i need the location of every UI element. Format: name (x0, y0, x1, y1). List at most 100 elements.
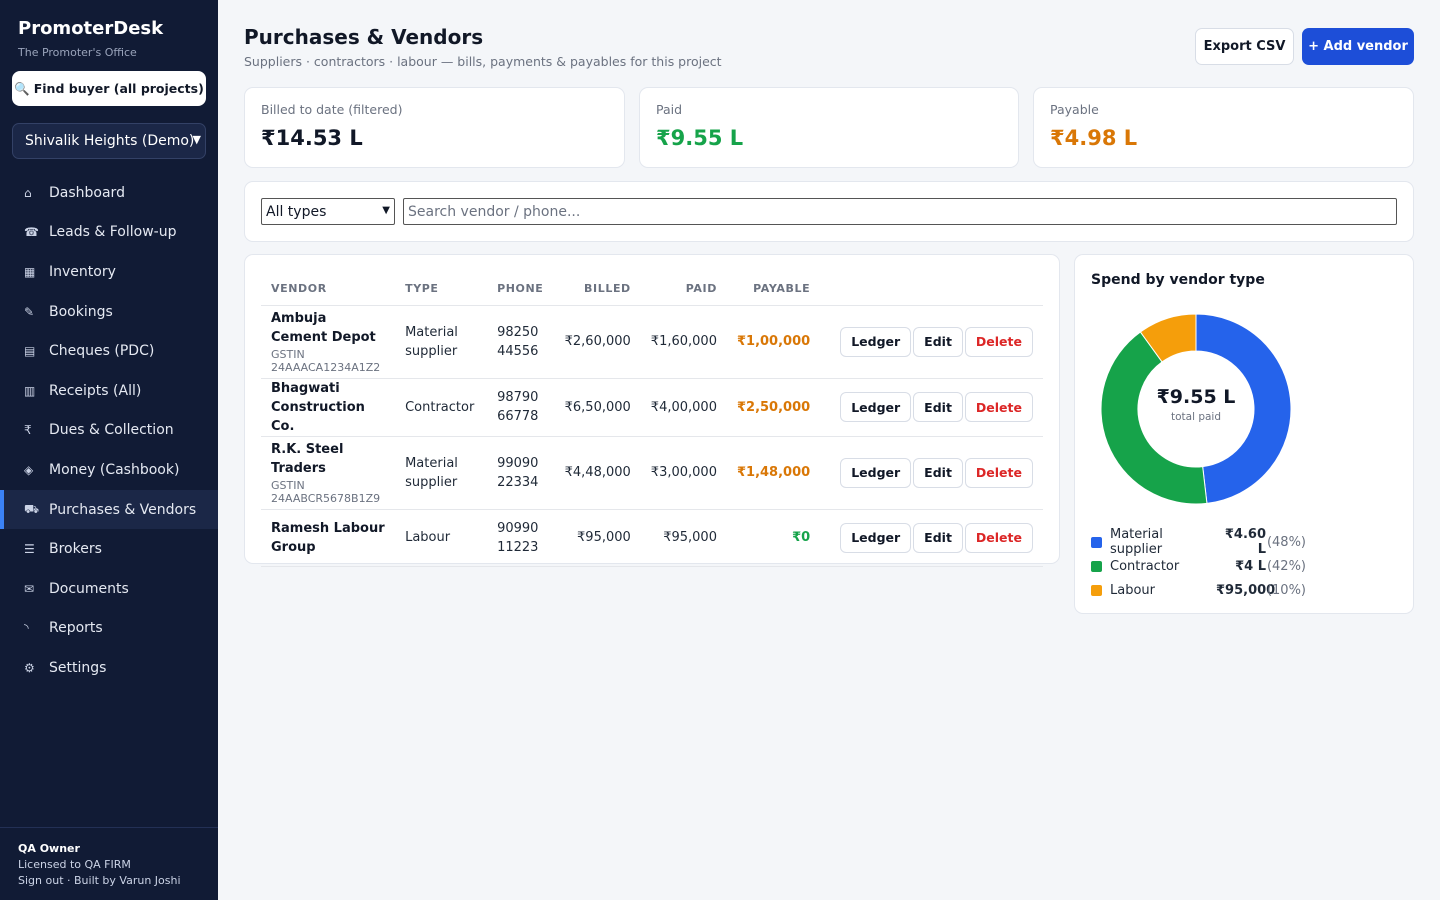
row-actions: Ledger Edit Delete (820, 378, 1043, 437)
vendor-name[interactable]: R.K. Steel Traders (271, 442, 344, 476)
sign-out-link[interactable]: Sign out · Built by Varun Joshi (18, 874, 181, 887)
app-name: PromoterDesk (18, 18, 164, 39)
license-text: Licensed to QA FIRM (18, 858, 131, 871)
delete-button[interactable]: Delete (964, 326, 1033, 357)
main-content: Purchases & Vendors Suppliers · contract… (218, 0, 1440, 900)
delete-button[interactable]: Delete (964, 392, 1033, 422)
col-vendor: Vendor (261, 273, 396, 306)
money-cashbook-icon: ◈ (24, 462, 34, 477)
sidebar-item-brokers[interactable]: ☰ Brokers (0, 529, 218, 569)
receipts-all-icon: ▥ (24, 383, 36, 398)
col-paid: Paid (640, 273, 727, 306)
legend-label: Contractor (1110, 558, 1180, 574)
inventory-icon: ▦ (24, 264, 36, 279)
type-filter-select[interactable]: All types ▼ (261, 198, 395, 225)
sidebar-item-cheques-pdc[interactable]: ▤ Cheques (PDC) (0, 331, 218, 371)
sidebar-item-label: Brokers (49, 541, 102, 558)
stat-billed-value: ₹14.53 L (261, 126, 363, 150)
dashboard-icon: ⌂ (24, 185, 32, 200)
sidebar-item-inventory[interactable]: ▦ Inventory (0, 252, 218, 292)
delete-button[interactable]: Delete (964, 522, 1033, 553)
delete-button[interactable]: Delete (964, 457, 1033, 488)
vendor-paid: ₹4,00,000 (640, 378, 727, 437)
sidebar-item-label: Inventory (49, 263, 116, 280)
add-vendor-button[interactable]: + Add vendor (1302, 28, 1414, 65)
sidebar-item-money-cashbook[interactable]: ◈ Money (Cashbook) (0, 450, 218, 490)
sidebar-item-receipts-all[interactable]: ▥ Receipts (All) (0, 371, 218, 411)
page-title: Purchases & Vendors (244, 25, 484, 49)
ledger-button[interactable]: Ledger (840, 457, 912, 488)
vendor-cell: Bhagwati Construction Co. (261, 378, 396, 437)
vendor-phone: 98790 66778 (487, 378, 555, 437)
cheques-pdc-icon: ▤ (24, 344, 36, 359)
vendor-payable: ₹1,48,000 (726, 436, 821, 510)
chevron-down-icon: ▼ (382, 205, 390, 216)
legend-amount: ₹4 L (1235, 558, 1266, 574)
vendor-name[interactable]: Ramesh Labour Group (271, 520, 385, 555)
app-tagline: The Promoter's Office (18, 46, 137, 59)
vendor-phone: 90990 11223 (487, 509, 555, 567)
edit-button[interactable]: Edit (913, 457, 963, 488)
table-header-row: Vendor Type Phone Billed Paid Payable (261, 273, 1043, 306)
stat-payable-label: Payable (1050, 102, 1099, 117)
project-select[interactable]: Shivalik Heights (Demo) ▼ (12, 123, 206, 159)
sidebar-item-settings[interactable]: ⚙ Settings (0, 648, 218, 688)
ledger-button[interactable]: Ledger (840, 522, 912, 553)
sidebar-item-purchases-vendors[interactable]: ⛟ Purchases & Vendors (0, 489, 218, 530)
sidebar: PromoterDesk The Promoter's Office 🔍 Fin… (0, 0, 218, 900)
sidebar-item-dues-collection[interactable]: ₹ Dues & Collection (0, 411, 218, 451)
reports-icon: ◝ (24, 621, 29, 636)
donut-slice-contractor (1100, 331, 1208, 505)
sidebar-item-documents[interactable]: ✉ Documents (0, 569, 218, 609)
sidebar-item-bookings[interactable]: ✎ Bookings (0, 292, 218, 332)
legend-item: Material supplier ₹4.60 L (48%) (1091, 527, 1306, 557)
vendor-payable: ₹2,50,000 (726, 378, 821, 437)
vendor-cell: R.K. Steel Traders GSTIN 24AABCR5678B1Z9 (261, 436, 396, 510)
search-input[interactable]: Search vendor / phone... (403, 198, 1397, 225)
sidebar-item-dashboard[interactable]: ⌂ Dashboard (0, 173, 218, 213)
vendor-payable: ₹1,00,000 (726, 305, 821, 379)
sidebar-nav: ⌂ Dashboard ☎ Leads & Follow-up ▦ Inventory ✎ B… (0, 173, 218, 688)
vendor-name[interactable]: Bhagwati Construction Co. (271, 380, 365, 434)
edit-button[interactable]: Edit (913, 326, 963, 357)
ledger-button[interactable]: Ledger (840, 392, 912, 422)
stat-card-payable: Payable ₹4.98 L (1033, 87, 1414, 168)
search-icon: 🔍 (14, 80, 30, 96)
sidebar-item-label: Leads & Follow-up (49, 224, 177, 241)
vendor-billed: ₹2,60,000 (554, 305, 641, 379)
col-actions (820, 273, 1043, 306)
vendor-gstin: GSTIN 24AAACA1234A1Z2 (271, 348, 381, 374)
page-subtitle: Suppliers · contractors · labour — bills… (244, 54, 722, 69)
legend-percent: (10%) (1266, 582, 1306, 598)
sidebar-item-label: Cheques (PDC) (49, 343, 155, 360)
stat-card-billed: Billed to date (filtered) ₹14.53 L (244, 87, 625, 168)
brokers-icon: ☰ (24, 542, 35, 557)
sidebar-footer: QA Owner Licensed to QA FIRM Sign out · … (0, 827, 218, 889)
edit-button[interactable]: Edit (913, 522, 963, 553)
find-buyer-button[interactable]: 🔍 Find buyer (all projects) (12, 71, 206, 106)
chart-title: Spend by vendor type (1091, 272, 1265, 288)
sidebar-item-label: Dues & Collection (49, 422, 174, 439)
legend-swatch (1091, 584, 1102, 596)
vendor-cell: Ramesh Labour Group (261, 509, 396, 567)
sidebar-item-label: Purchases & Vendors (49, 501, 197, 518)
col-payable: Payable (726, 273, 821, 306)
sidebar-item-label: Reports (49, 620, 103, 637)
sidebar-item-reports[interactable]: ◝ Reports (0, 609, 218, 649)
ledger-button[interactable]: Ledger (840, 326, 912, 357)
vendor-name[interactable]: Ambuja Cement Depot (271, 311, 376, 345)
legend-label: Material supplier (1110, 527, 1163, 557)
sidebar-item-leads-follow-up[interactable]: ☎ Leads & Follow-up (0, 213, 218, 253)
legend-swatch (1091, 560, 1102, 572)
sidebar-item-label: Settings (49, 659, 107, 676)
export-csv-button[interactable]: Export CSV (1195, 28, 1294, 65)
donut-center: ₹9.55 L total paid (1101, 386, 1291, 423)
donut-total-value: ₹9.55 L (1156, 386, 1236, 408)
owner-name: QA Owner (18, 842, 80, 855)
stat-paid-label: Paid (656, 102, 683, 117)
dues-collection-icon: ₹ (24, 423, 32, 438)
vendor-paid: ₹1,60,000 (640, 305, 727, 379)
project-select-value: Shivalik Heights (Demo) (25, 133, 195, 149)
vendor-phone: 99090 22334 (487, 436, 555, 510)
edit-button[interactable]: Edit (913, 392, 963, 422)
